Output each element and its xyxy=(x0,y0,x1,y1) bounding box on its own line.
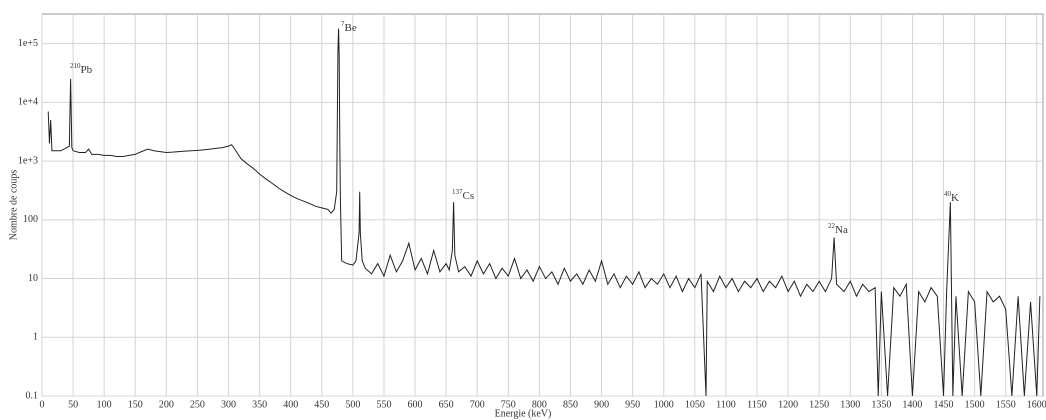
x-tick-label: 150 xyxy=(128,399,143,410)
x-tick-label: 850 xyxy=(563,399,578,410)
x-tick-label: 800 xyxy=(532,399,547,410)
x-tick-label: 250 xyxy=(190,399,205,410)
peak-annotation: 210Pb xyxy=(70,62,93,76)
x-tick-label: 1350 xyxy=(871,399,891,410)
spectrum-line xyxy=(47,28,1041,397)
isotope-number: 22 xyxy=(828,222,836,230)
x-tick-label: 550 xyxy=(376,399,391,410)
x-tick-label: 650 xyxy=(439,399,454,410)
y-tick-label: 100 xyxy=(23,214,38,225)
x-tick-label: 1000 xyxy=(654,399,674,410)
y-tick-label: 1e+5 xyxy=(18,38,38,49)
peak-annotation: 7Be xyxy=(341,20,357,34)
x-tick-label: 1400 xyxy=(902,399,922,410)
peak-annotation: 22Na xyxy=(828,222,848,236)
x-tick-label: 400 xyxy=(283,399,298,410)
y-tick-label: 1e+3 xyxy=(18,155,38,166)
x-tick-label: 1300 xyxy=(840,399,860,410)
x-tick-label: 1100 xyxy=(716,399,736,410)
x-tick-label: 50 xyxy=(68,399,78,410)
x-tick-label: 1550 xyxy=(996,399,1016,410)
x-tick-label: 600 xyxy=(408,399,423,410)
x-tick-label: 1450 xyxy=(934,399,954,410)
element-label: Cs xyxy=(463,190,475,202)
x-tick-label: 950 xyxy=(625,399,640,410)
x-tick-label: 700 xyxy=(470,399,485,410)
isotope-number: 137 xyxy=(452,188,463,196)
x-tick-label: 200 xyxy=(159,399,174,410)
x-tick-label: 100 xyxy=(97,399,112,410)
isotope-number: 7 xyxy=(341,20,345,28)
peak-annotation: 40K xyxy=(944,190,959,204)
element-label: Be xyxy=(345,22,357,34)
y-axis-label: Nombre de coups xyxy=(8,170,19,241)
x-tick-label: 750 xyxy=(501,399,516,410)
x-axis-label: Energie (keV) xyxy=(495,408,552,419)
peak-annotation: 137Cs xyxy=(452,188,474,202)
x-tick-label: 300 xyxy=(221,399,236,410)
isotope-number: 40 xyxy=(944,190,952,198)
x-tick-label: 450 xyxy=(314,399,329,410)
plot-area xyxy=(41,13,1044,397)
y-tick-label: 1e+4 xyxy=(18,97,38,108)
y-tick-label: 1 xyxy=(33,332,38,343)
x-tick-label: 350 xyxy=(252,399,267,410)
x-tick-label: 1250 xyxy=(809,399,829,410)
x-tick-label: 0 xyxy=(40,399,45,410)
x-tick-label: 1600 xyxy=(1027,399,1046,410)
y-tick-label: 10 xyxy=(28,273,38,284)
x-tick-label: 500 xyxy=(345,399,360,410)
element-label: Na xyxy=(835,224,848,236)
element-label: Pb xyxy=(81,64,93,76)
isotope-number: 210 xyxy=(70,62,81,70)
x-tick-label: 1050 xyxy=(685,399,705,410)
y-tick-label: 0.1 xyxy=(26,390,39,401)
element-label: K xyxy=(951,192,959,204)
x-tick-label: 1200 xyxy=(778,399,798,410)
x-tick-label: 1150 xyxy=(747,399,767,410)
x-tick-label: 900 xyxy=(594,399,609,410)
x-tick-label: 1500 xyxy=(965,399,985,410)
